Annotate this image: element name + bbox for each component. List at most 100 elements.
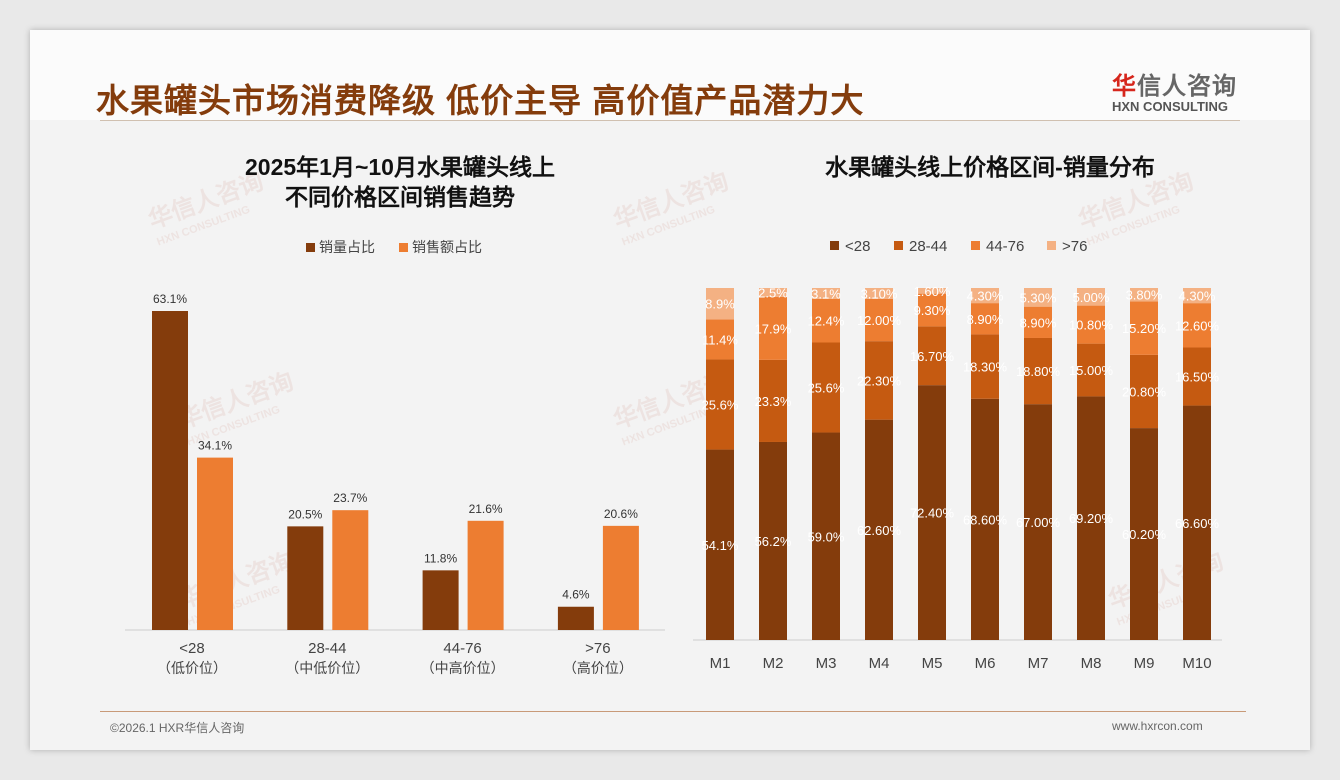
- left-chart-title: 2025年1月~10月水果罐头线上 不同价格区间销售趋势: [150, 152, 650, 212]
- segment-label: 1.60%: [914, 284, 951, 299]
- segment-label: 16.70%: [910, 349, 955, 364]
- segment-label: 4.30%: [967, 289, 1004, 304]
- bar-0-2: [422, 570, 459, 630]
- segment-label: 3.1%: [811, 286, 841, 301]
- segment-label: 56.2%: [755, 534, 792, 549]
- stack-segment-0-1: [759, 441, 787, 640]
- stack-segment-1-0: [706, 359, 734, 450]
- segment-label: 12.00%: [857, 313, 902, 328]
- stack-segment-1-2: [812, 342, 840, 433]
- footer-divider: [100, 711, 1246, 712]
- segment-label: 69.20%: [1069, 511, 1114, 526]
- stack-segment-1-6: [1024, 337, 1052, 405]
- legend-label: 销量占比: [319, 239, 375, 255]
- left-chart-title-line2: 不同价格区间销售趋势: [285, 184, 515, 210]
- segment-label: 11.4%: [702, 332, 738, 347]
- stack-segment-3-3: [865, 288, 893, 299]
- legend-label: 28-44: [909, 238, 947, 255]
- segment-label: 72.40%: [910, 506, 955, 521]
- segment-label: 4.30%: [1179, 289, 1216, 304]
- category-label: M10: [1182, 655, 1211, 672]
- stack-segment-3-5: [971, 288, 999, 304]
- legend-label: <28: [845, 238, 870, 255]
- stack-segment-0-8: [1130, 428, 1158, 640]
- stack-segment-1-3: [865, 341, 893, 420]
- segment-label: 8.90%: [1020, 315, 1057, 330]
- segment-label: 23.3%: [755, 394, 792, 409]
- segment-label: 8.9%: [705, 297, 735, 312]
- segment-label: 15.20%: [1122, 321, 1167, 336]
- segment-label: 2.5%: [758, 285, 788, 300]
- legend-swatch-1: [399, 243, 408, 252]
- segment-label: 3.10%: [861, 286, 898, 301]
- stack-segment-0-7: [1077, 396, 1105, 640]
- data-label: 11.8%: [424, 551, 457, 565]
- segment-label: 3.80%: [1126, 288, 1163, 303]
- segment-label: 12.4%: [808, 314, 845, 329]
- footer-url: www.hxrcon.com: [1112, 719, 1203, 733]
- stack-segment-3-4: [918, 288, 946, 294]
- category-label: <28: [179, 640, 204, 657]
- stack-segment-2-4: [918, 293, 946, 327]
- segment-label: 60.20%: [1122, 527, 1167, 542]
- category-label: M9: [1134, 655, 1155, 672]
- stack-segment-0-2: [812, 432, 840, 640]
- footer-copyright: ©2026.1 HXR华信人咨询: [110, 721, 245, 735]
- bar-0-3: [557, 606, 594, 630]
- legend-swatch-0: [306, 243, 315, 252]
- stack-segment-0-4: [918, 385, 946, 640]
- segment-label: 12.60%: [1175, 318, 1220, 333]
- stack-segment-3-0: [706, 288, 734, 320]
- data-label: 63.1%: [153, 292, 187, 306]
- logo-cn-first: 华: [1112, 73, 1137, 100]
- data-label: 20.6%: [604, 507, 638, 521]
- stack-segment-2-6: [1024, 306, 1052, 338]
- logo-cn-rest: 信人咨询: [1137, 73, 1237, 100]
- charts-svg: 销量占比 销售额占比 63.1% 34.1% <28 （低价位） 20.5% 23.7% 28-…: [125, 238, 1222, 676]
- left-chart-title-line1: 2025年1月~10月水果罐头线上: [245, 154, 555, 180]
- stack-segment-3-1: [759, 288, 787, 297]
- segment-label: 16.50%: [1175, 370, 1220, 385]
- segment-label: 18.80%: [1016, 364, 1061, 379]
- bar-1-1: [332, 510, 369, 630]
- stack-segment-0-5: [971, 398, 999, 640]
- page-title: 水果罐头市场消费降级 低价主导 高价值产品潜力大: [96, 82, 865, 119]
- segment-label: 18.30%: [963, 360, 1008, 375]
- category-label: 44-76: [443, 640, 481, 657]
- category-label: M3: [816, 655, 837, 672]
- stack-segment-3-6: [1024, 288, 1052, 307]
- data-label: 34.1%: [198, 439, 232, 453]
- logo-en: HXN CONSULTING: [1112, 99, 1229, 114]
- data-label: 23.7%: [333, 491, 367, 505]
- segment-label: 25.6%: [808, 381, 845, 396]
- stack-segment-1-4: [918, 326, 946, 386]
- segment-label: 54.1%: [702, 538, 739, 553]
- category-label: M1: [710, 655, 731, 672]
- bar-1-0: [197, 457, 233, 630]
- stack-segment-2-2: [812, 298, 840, 343]
- segment-label: 5.30%: [1020, 290, 1057, 305]
- segment-label: 15.00%: [1069, 363, 1114, 378]
- category-label: M4: [869, 655, 890, 672]
- logo: 华信人咨询 HXN CONSULTING: [1112, 66, 1237, 114]
- category-label: M6: [975, 655, 996, 672]
- category-label: 28-44: [308, 640, 346, 657]
- stack-segment-2-0: [706, 319, 734, 360]
- stack-segment-3-2: [812, 288, 840, 299]
- legend-swatch-0: [830, 241, 839, 250]
- segment-label: 20.80%: [1122, 384, 1167, 399]
- bar-1-3: [602, 525, 639, 630]
- stack-segment-2-5: [971, 303, 999, 335]
- legend-swatch-3: [1047, 241, 1056, 250]
- stack-segment-1-8: [1130, 354, 1158, 429]
- stack-segment-2-3: [865, 298, 893, 342]
- stack-segment-1-9: [1183, 347, 1211, 406]
- stack-segment-1-1: [759, 359, 787, 442]
- legend-swatch-2: [971, 241, 980, 250]
- segment-label: 10.80%: [1069, 318, 1114, 333]
- category-label: M2: [763, 655, 784, 672]
- stack-segment-2-9: [1183, 303, 1211, 348]
- category-label: M8: [1081, 655, 1102, 672]
- bar-1-2: [467, 520, 504, 630]
- stack-segment-0-0: [706, 449, 734, 640]
